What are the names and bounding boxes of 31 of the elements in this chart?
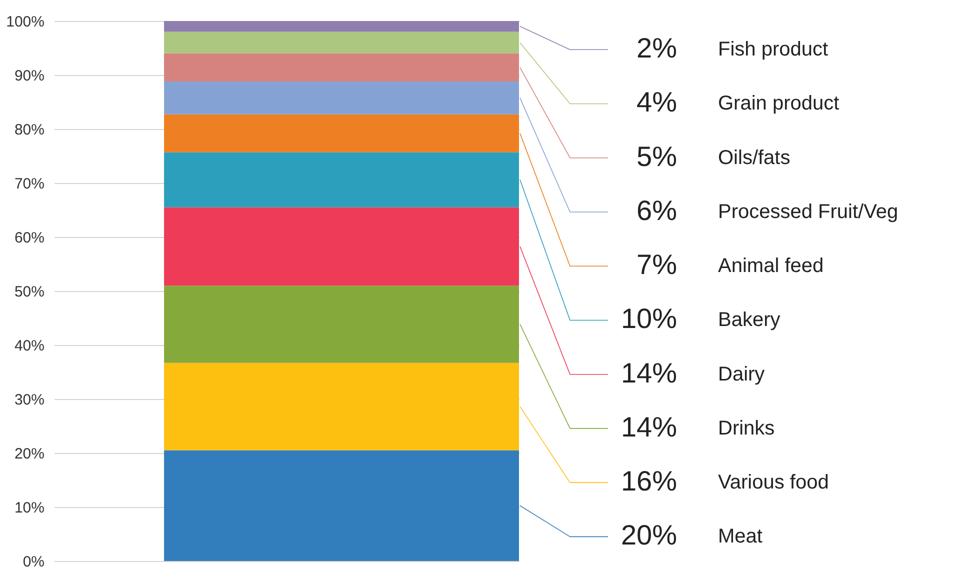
text: Grain product <box>718 92 840 115</box>
text: Processed Fruit/Veg <box>718 200 898 223</box>
y-tick-label: 0% <box>22 554 44 570</box>
text: Meat <box>718 526 763 548</box>
data-label: 14% <box>620 357 677 388</box>
text: Dairy <box>718 363 765 386</box>
text: Fish product <box>718 38 828 61</box>
y-tick-label: 70% <box>14 176 44 192</box>
y-tick-label: 90% <box>14 68 44 84</box>
data-label: 7% <box>636 249 677 280</box>
text: Drinks <box>718 417 775 440</box>
y-tick-label: 10% <box>14 500 44 516</box>
data-label: 14% <box>620 411 677 442</box>
y-tick-label: 20% <box>14 446 44 462</box>
text: Oils/fats <box>718 146 790 169</box>
data-label: 20% <box>620 520 677 551</box>
data-label: 6% <box>636 194 677 226</box>
y-tick-label: 100% <box>6 14 44 30</box>
data-label: 2% <box>636 32 677 64</box>
data-label: 5% <box>636 140 677 172</box>
y-tick-label: 50% <box>14 284 44 300</box>
text: Animal feed <box>718 255 824 278</box>
text: Various food <box>718 472 829 494</box>
data-label: 10% <box>620 303 677 334</box>
y-tick-label: 30% <box>14 392 44 408</box>
y-tick-label: 40% <box>14 338 44 354</box>
text: Bakery <box>718 309 780 332</box>
y-tick-label: 60% <box>14 230 44 246</box>
data-label: 16% <box>620 466 677 497</box>
data-label: 4% <box>636 86 677 118</box>
y-tick-label: 80% <box>14 122 44 138</box>
